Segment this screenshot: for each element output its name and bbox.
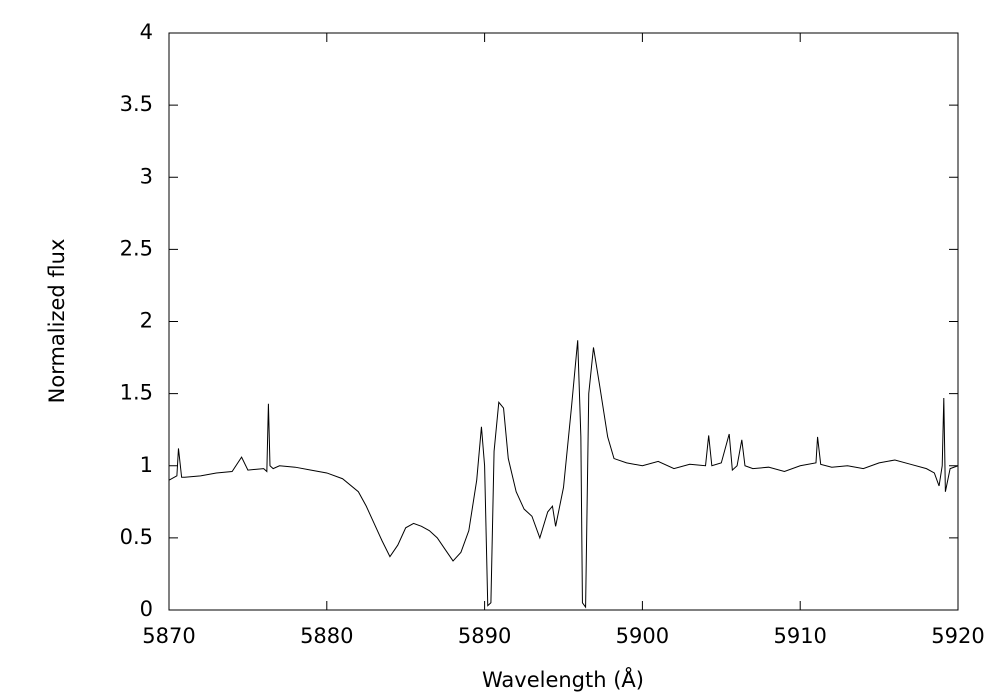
y-tick-label: 2.5	[120, 236, 153, 260]
y-tick-label: 4	[140, 20, 153, 44]
y-tick-label: 0	[140, 597, 153, 621]
plot-frame	[168, 32, 959, 611]
x-tick-label: 5920	[931, 624, 984, 648]
x-tick-label: 5900	[616, 624, 669, 648]
y-tick-label: 3.5	[120, 92, 153, 116]
spectrum-line	[168, 340, 959, 609]
x-tick-label: 5910	[773, 624, 826, 648]
y-tick-label: 1	[140, 453, 153, 477]
y-tick-label: 3	[140, 164, 153, 188]
x-axis-label: Wavelength (Å)	[482, 666, 644, 692]
y-tick-label: 2	[140, 309, 153, 333]
x-tick-label: 5870	[142, 624, 195, 648]
y-tick-label: 1.5	[120, 381, 153, 405]
y-tick-label: 0.5	[120, 525, 153, 549]
x-tick-label: 5880	[300, 624, 353, 648]
x-tick-label: 5890	[458, 624, 511, 648]
y-axis-label: Normalized flux	[45, 239, 69, 404]
